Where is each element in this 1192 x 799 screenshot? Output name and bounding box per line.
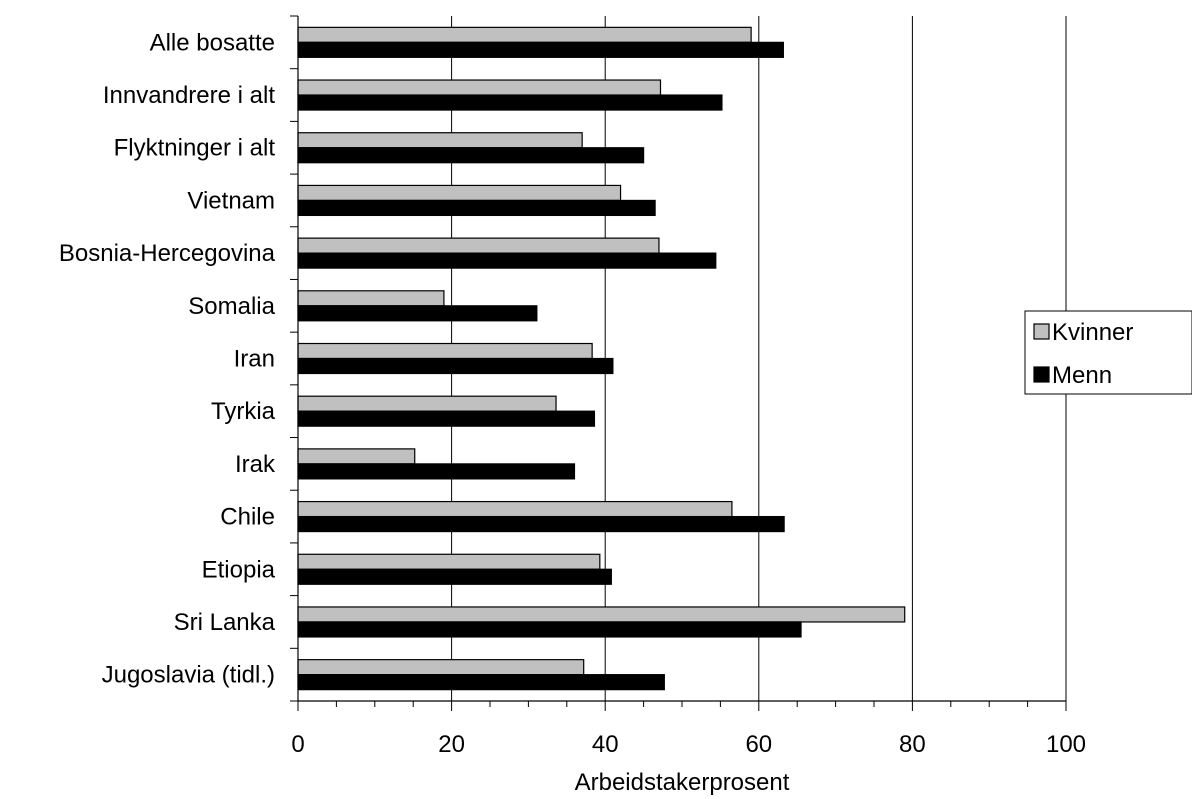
bar-menn-iran	[297, 357, 614, 375]
category-label-chile: Chile	[220, 504, 275, 531]
category-label-somalia: Somalia	[188, 293, 275, 320]
category-label-bosnia-hercegovina: Bosnia-Hercegovina	[59, 240, 276, 267]
bar-menn-jugoslavia-tidl	[297, 674, 665, 691]
bar-kvinner-etiopia	[297, 553, 601, 570]
x-tick-label: 40	[592, 731, 619, 758]
bar-menn-bosnia-hercegovina	[297, 252, 717, 269]
bar-menn-etiopia	[297, 568, 612, 585]
bar-kvinner-bosnia-hercegovina	[297, 237, 660, 254]
legend-box	[1024, 310, 1192, 395]
category-labels: Alle bosatte Innvandrere i alt Flyktninger…	[59, 29, 276, 688]
bar-kvinner-irak	[297, 448, 416, 465]
x-tick-labels: 0 20 40 60 80 100	[291, 731, 1086, 758]
category-label-sri-lanka: Sri Lanka	[174, 609, 276, 636]
x-tick-label: 100	[1046, 731, 1086, 758]
bar-menn-flyktninger-i-alt	[297, 147, 645, 164]
bar-kvinner-innvandrere-i-alt	[297, 79, 662, 96]
bar-kvinner-tyrkia	[297, 395, 557, 412]
category-label-flyktninger-i-alt: Flyktninger i alt	[114, 135, 276, 162]
bars	[297, 26, 906, 691]
bar-menn-alle-bosatte	[297, 41, 784, 58]
bar-menn-sri-lanka	[297, 621, 802, 638]
category-label-tyrkia: Tyrkia	[211, 398, 276, 425]
bar-menn-vietnam	[297, 199, 656, 217]
x-tick-label: 80	[899, 731, 926, 758]
legend-label-kvinner: Kvinner	[1052, 319, 1133, 346]
bar-kvinner-somalia	[297, 290, 445, 307]
category-label-iran: Iran	[234, 346, 275, 373]
legend-swatch-kvinner	[1033, 323, 1050, 340]
x-tick-label: 0	[291, 731, 304, 758]
bar-kvinner-flyktninger-i-alt	[297, 132, 583, 149]
x-axis-title: Arbeidstakerprosent	[575, 769, 790, 796]
bar-kvinner-sri-lanka	[297, 606, 906, 623]
legend-swatch-menn	[1033, 366, 1050, 383]
bar-menn-irak	[297, 463, 576, 480]
axes	[290, 15, 1067, 711]
bar-kvinner-vietnam	[297, 184, 622, 202]
category-label-vietnam: Vietnam	[187, 187, 275, 214]
bar-menn-chile	[297, 515, 785, 533]
bar-kvinner-chile	[297, 500, 733, 518]
bar-kvinner-iran	[297, 342, 593, 360]
legend: Kvinner Menn	[1024, 310, 1192, 395]
category-label-jugoslavia-tidl: Jugoslavia (tidl.)	[102, 662, 275, 689]
bar-kvinner-alle-bosatte	[297, 26, 752, 43]
category-label-alle-bosatte: Alle bosatte	[150, 29, 275, 56]
bar-menn-innvandrere-i-alt	[297, 94, 723, 111]
x-tick-label: 20	[438, 731, 465, 758]
category-label-irak: Irak	[235, 451, 276, 478]
bar-kvinner-jugoslavia-tidl	[297, 659, 585, 676]
bar-menn-tyrkia	[297, 410, 596, 427]
category-label-etiopia: Etiopia	[202, 556, 276, 583]
bar-menn-somalia	[297, 305, 538, 322]
legend-label-menn: Menn	[1052, 362, 1112, 389]
category-label-innvandrere-i-alt: Innvandrere i alt	[103, 82, 275, 109]
x-tick-label: 60	[745, 731, 772, 758]
